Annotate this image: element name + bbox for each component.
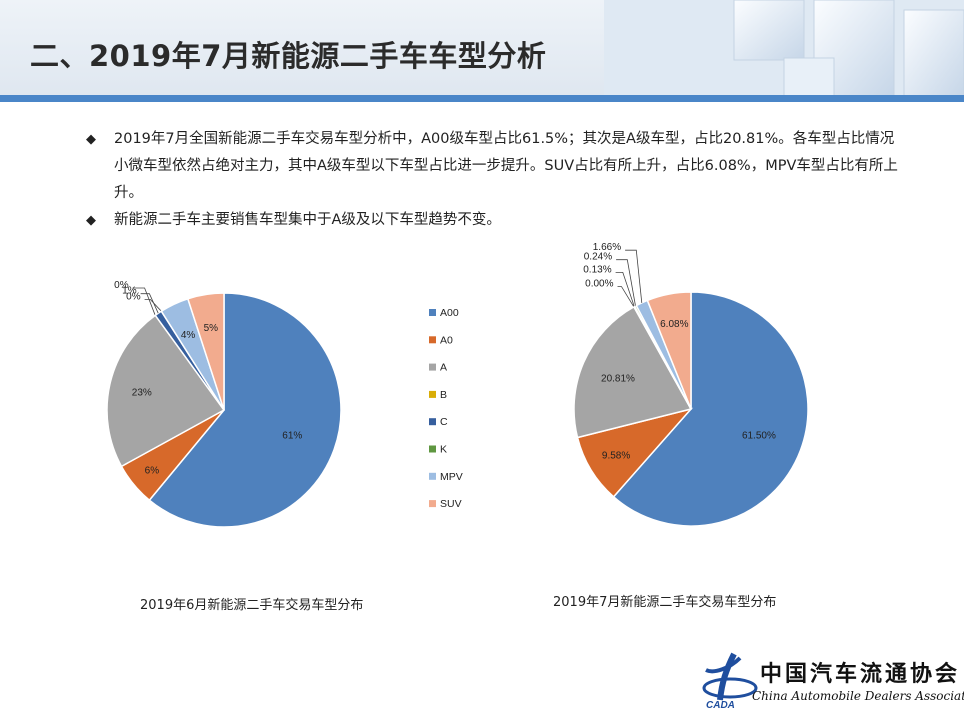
chart1-data-label: 1% [122, 286, 137, 297]
chart1-data-label: 4% [181, 330, 196, 341]
header-banner: 二、2019年7月新能源二手车车型分析 [0, 0, 964, 96]
legend-swatch-b [429, 390, 436, 398]
diamond-bullet-icon: ◆ [86, 213, 96, 228]
chart2-data-label: 6.08% [660, 319, 688, 330]
chart2-slice-suv [646, 291, 692, 410]
bullet-item-2: ◆ 新能源二手车主要销售车型集中于A级及以下车型趋势不变。 [86, 207, 906, 234]
legend-label-b: B [440, 389, 447, 401]
chart2-data-label: 9.58% [602, 451, 630, 462]
legend-label-a00: A00 [440, 307, 459, 319]
chart2-leader-line [615, 271, 635, 307]
page-title: 二、2019年7月新能源二手车车型分析 [30, 39, 547, 73]
chart2-data-label: 0.00% [585, 279, 613, 290]
chart1-leader-line [140, 293, 159, 314]
legend-swatch-a00 [429, 309, 436, 316]
bullet-list: ◆ 2019年7月全国新能源二手车交易车型分析中，A00级车型占比61.5%；其… [86, 126, 906, 234]
chart1-leader-line [132, 287, 156, 316]
legend-swatch-suv [429, 500, 436, 508]
logo-mark: CADA [706, 700, 735, 710]
legend-label-suv: SUV [440, 498, 462, 510]
legend-label-k: K [440, 444, 447, 456]
bullet-text-2: 新能源二手车主要销售车型集中于A级及以下车型趋势不变。 [114, 212, 501, 228]
chart2-leader-line [616, 259, 636, 307]
chart2-leader-line [617, 286, 635, 308]
legend-swatch-a [429, 363, 436, 371]
chart1-slice-a [106, 314, 226, 468]
chart2-data-label: 0.24% [584, 252, 612, 263]
chart1-data-label: 5% [204, 323, 219, 334]
chart1-data-label: 61% [282, 431, 302, 442]
legend-swatch-mpv [429, 472, 436, 480]
chart2-slice-a00 [612, 291, 809, 527]
chart2-slice-a [573, 305, 693, 439]
legend-swatch-c [429, 418, 436, 426]
cada-logo-icon: CADA [702, 652, 758, 710]
legend-label-c: C [440, 416, 448, 428]
legend-label-mpv: MPV [440, 471, 463, 483]
legend-label-a: A [440, 362, 447, 374]
chart1-slice-suv [186, 292, 225, 411]
diamond-bullet-icon: ◆ [86, 132, 96, 147]
chart2-data-label: 1.66% [593, 242, 621, 253]
legend-label-a0: A0 [440, 334, 453, 346]
header-decoration [604, 0, 964, 96]
chart2-data-label: 0.13% [583, 264, 611, 275]
legend-swatch-a0 [429, 336, 436, 344]
chart2-data-label: 20.81% [601, 374, 635, 385]
association-name: 中国汽车流通协会 [760, 661, 961, 687]
chart1-data-label: 0% [126, 291, 141, 302]
chart2-caption: 2019年7月新能源二手车交易车型分布 [553, 595, 777, 610]
chart1-data-label: 23% [132, 388, 152, 399]
chart1-data-label: 6% [145, 466, 160, 477]
association-name-en: China Automobile Dealers Association [752, 689, 964, 703]
chart1-caption: 2019年6月新能源二手车交易车型分布 [140, 598, 364, 613]
chart2-data-label: 61.50% [742, 431, 776, 442]
legend-swatch-k [429, 445, 436, 453]
chart1-data-label: 0% [114, 280, 129, 291]
chart1-leader-line [144, 298, 162, 312]
chart2-leader-line [625, 249, 643, 303]
chart1-slice-a00 [148, 292, 342, 528]
bullet-text-1: 2019年7月全国新能源二手车交易车型分析中，A00级车型占比61.5%；其次是… [114, 131, 898, 201]
title-underline-bar [0, 95, 964, 102]
bullet-item-1: ◆ 2019年7月全国新能源二手车交易车型分析中，A00级车型占比61.5%；其… [86, 126, 906, 207]
